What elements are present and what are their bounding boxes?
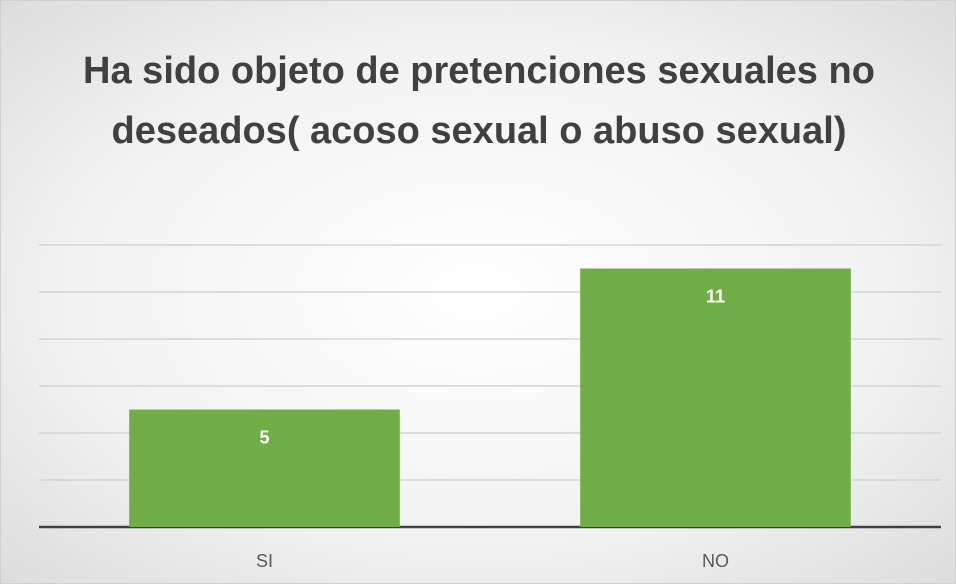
chart-title: Ha sido objeto de pretenciones sexuales …	[83, 50, 875, 152]
data-label: 11	[706, 286, 725, 306]
x-tick-label: SI	[256, 551, 273, 571]
x-tick-label: NO	[702, 551, 729, 571]
bar	[129, 409, 400, 527]
data-label: 5	[259, 427, 269, 447]
bar	[580, 268, 851, 527]
